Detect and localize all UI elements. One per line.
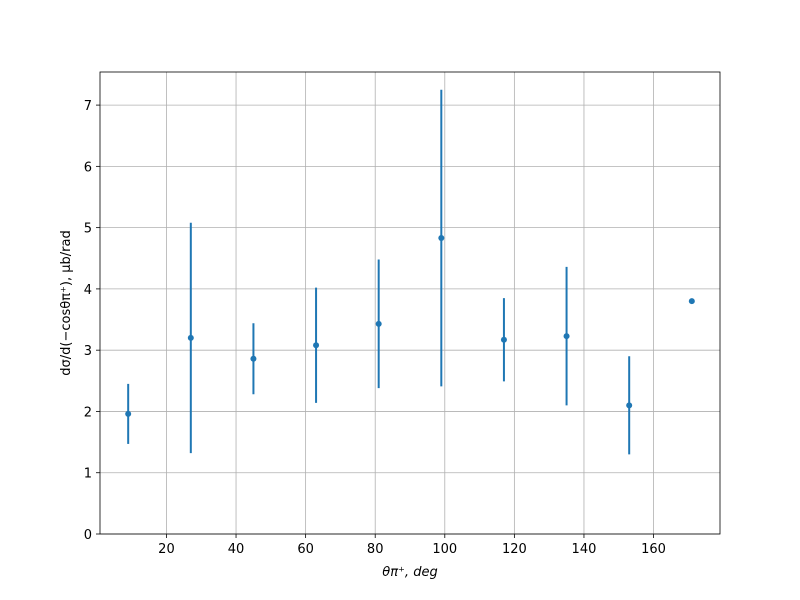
y-axis-label: dσ/d(−cosθπ⁺), μb/rad bbox=[59, 230, 74, 375]
y-tick-label: 3 bbox=[84, 344, 92, 359]
data-point bbox=[500, 336, 507, 343]
data-point bbox=[313, 342, 320, 349]
y-tick-label: 0 bbox=[84, 528, 92, 543]
x-tick-label: 140 bbox=[572, 542, 597, 557]
y-tick-label: 5 bbox=[84, 222, 92, 237]
x-tick-label: 80 bbox=[367, 542, 384, 557]
y-tick-label: 2 bbox=[84, 405, 92, 420]
data-point bbox=[688, 298, 695, 305]
y-tick-label: 7 bbox=[84, 99, 92, 114]
data-point bbox=[125, 410, 132, 417]
x-tick-label: 120 bbox=[502, 542, 527, 557]
x-tick-label: 20 bbox=[158, 542, 175, 557]
data-point bbox=[563, 333, 570, 340]
data-point bbox=[375, 320, 382, 327]
x-tick-label: 160 bbox=[641, 542, 666, 557]
x-tick-label: 100 bbox=[432, 542, 457, 557]
data-point bbox=[626, 402, 633, 409]
y-tick-label: 1 bbox=[84, 467, 92, 482]
data-point bbox=[187, 334, 194, 341]
data-point bbox=[438, 235, 445, 242]
x-axis-label: θπ⁺, deg bbox=[382, 565, 437, 580]
y-tick-label: 6 bbox=[84, 160, 92, 175]
x-tick-label: 60 bbox=[297, 542, 314, 557]
data-point bbox=[250, 355, 257, 362]
plot-frame bbox=[99, 71, 721, 535]
x-tick-label: 40 bbox=[228, 542, 245, 557]
y-tick-label: 4 bbox=[84, 283, 92, 298]
